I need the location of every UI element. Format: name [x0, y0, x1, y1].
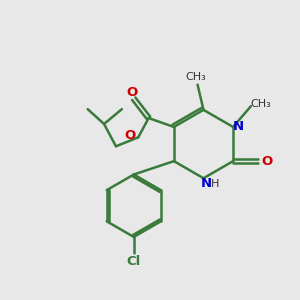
Text: CH₃: CH₃	[186, 72, 206, 82]
Text: H: H	[211, 178, 220, 189]
Text: N: N	[233, 121, 244, 134]
Text: O: O	[124, 129, 136, 142]
Text: O: O	[261, 154, 272, 168]
Text: N: N	[201, 177, 212, 190]
Text: Cl: Cl	[127, 255, 141, 268]
Text: O: O	[127, 86, 138, 99]
Text: CH₃: CH₃	[250, 99, 271, 109]
